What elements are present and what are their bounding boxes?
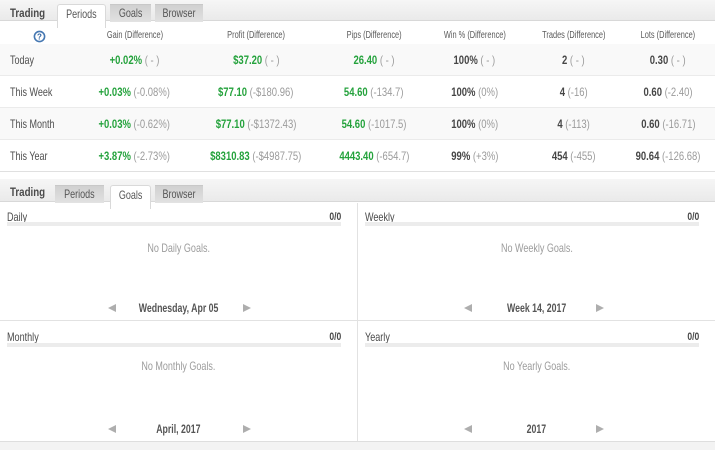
svg-text:?: ? [37,32,42,41]
